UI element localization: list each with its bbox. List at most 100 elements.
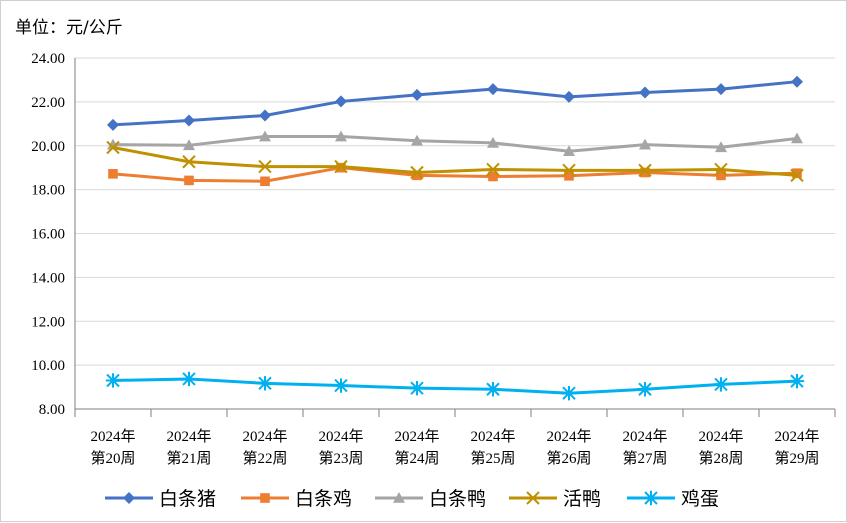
data-point	[488, 171, 498, 182]
legend-item: 活鸭	[509, 488, 601, 510]
data-point	[485, 382, 501, 397]
x-tick-label: 2024年	[166, 428, 211, 445]
x-tick-label: 2024年	[470, 428, 515, 445]
data-point	[790, 168, 804, 183]
x-tick-label: 2024年	[774, 428, 819, 445]
x-tick-label: 第22周	[242, 449, 287, 467]
x-tick-label: 第28周	[698, 449, 743, 467]
x-tick-label: 2024年	[546, 428, 591, 445]
series-5	[105, 371, 805, 401]
data-point	[108, 169, 118, 179]
data-point	[486, 162, 500, 177]
data-point	[335, 130, 347, 142]
legend: 白条猪 白条鸡 白条鸭 活鸭 鸡蛋	[105, 488, 719, 510]
data-point	[792, 168, 802, 178]
y-tick-label: 22.00	[31, 95, 65, 111]
series-line	[112, 166, 798, 183]
data-point	[411, 134, 423, 146]
x-tick-label: 第23周	[318, 449, 363, 467]
series-1	[107, 75, 803, 131]
y-tick-label: 18.00	[31, 183, 65, 199]
data-point	[409, 380, 425, 396]
data-point	[638, 163, 652, 178]
data-point	[334, 159, 348, 174]
grid-lines	[75, 57, 835, 366]
data-point	[333, 378, 349, 393]
legend-marker	[393, 492, 405, 503]
x-tick-label: 2024年	[394, 428, 439, 445]
y-tick-label: 20.00	[31, 139, 65, 155]
x-tick-label: 2024年	[698, 428, 743, 445]
legend-label: 活鸭	[563, 488, 601, 510]
data-point	[714, 162, 728, 177]
data-point	[637, 382, 653, 397]
x-tick-label: 2024年	[622, 428, 667, 445]
data-point	[716, 170, 726, 181]
data-point	[640, 167, 650, 178]
legend-marker	[123, 492, 135, 504]
legend-item: 白条鸭	[375, 488, 486, 510]
data-point	[715, 141, 727, 153]
data-point	[411, 88, 423, 101]
data-point	[563, 145, 575, 157]
x-tick-label: 2024年	[90, 428, 135, 445]
data-point	[563, 90, 575, 103]
x-tick-label: 第27周	[622, 449, 667, 467]
legend-marker	[526, 491, 540, 505]
data-point	[183, 139, 195, 151]
legend-item: 鸡蛋	[627, 488, 719, 510]
data-point	[715, 83, 727, 96]
legend-label: 白条鸭	[429, 488, 486, 510]
series-line	[112, 80, 798, 127]
data-point	[105, 373, 121, 388]
legend-marker	[643, 490, 659, 506]
data-point	[791, 75, 803, 88]
data-point	[487, 83, 499, 96]
x-tick-label: 第29周	[774, 449, 819, 467]
data-point	[335, 95, 347, 108]
data-point	[789, 373, 805, 389]
data-point	[182, 155, 196, 169]
series-line	[112, 377, 798, 395]
x-tick-label: 第20周	[90, 449, 135, 467]
y-axis-tick-labels: 8.00 10.00 12.00 14.00 16.00 18.00 20.00 22.00 2…	[31, 51, 65, 418]
legend-marker	[260, 493, 270, 503]
data-point	[259, 130, 271, 142]
legend-item: 白条猪	[105, 488, 216, 510]
data-point	[487, 136, 499, 148]
y-tick-label: 24.00	[31, 51, 65, 67]
data-point	[183, 114, 195, 127]
data-point	[639, 86, 651, 99]
data-point	[791, 132, 803, 144]
data-point	[106, 140, 120, 155]
data-point	[107, 118, 119, 131]
x-tick-label: 2024年	[242, 428, 287, 445]
data-point	[181, 371, 197, 387]
series-line	[112, 146, 798, 177]
x-tick-label: 2024年	[318, 428, 363, 445]
axes	[74, 58, 836, 417]
x-tick-label: 第26周	[546, 449, 591, 467]
series-3	[107, 130, 803, 157]
x-tick-label: 第25周	[470, 449, 515, 467]
legend-item: 白条鸡	[241, 488, 352, 510]
legend-label: 白条鸡	[295, 488, 352, 510]
series-layer	[105, 75, 805, 401]
data-point	[260, 176, 270, 187]
legend-label: 白条猪	[159, 488, 216, 510]
data-point	[562, 163, 576, 178]
series-2	[108, 162, 802, 187]
x-tick-label: 第24周	[394, 449, 439, 467]
data-point	[259, 109, 271, 122]
series-4	[106, 140, 804, 183]
data-point	[258, 159, 272, 174]
series-line	[112, 135, 798, 153]
data-point	[639, 138, 651, 150]
data-point	[412, 170, 422, 181]
legend-label: 鸡蛋	[681, 488, 719, 510]
y-tick-label: 16.00	[31, 227, 65, 243]
x-tick-label: 第21周	[166, 449, 211, 467]
